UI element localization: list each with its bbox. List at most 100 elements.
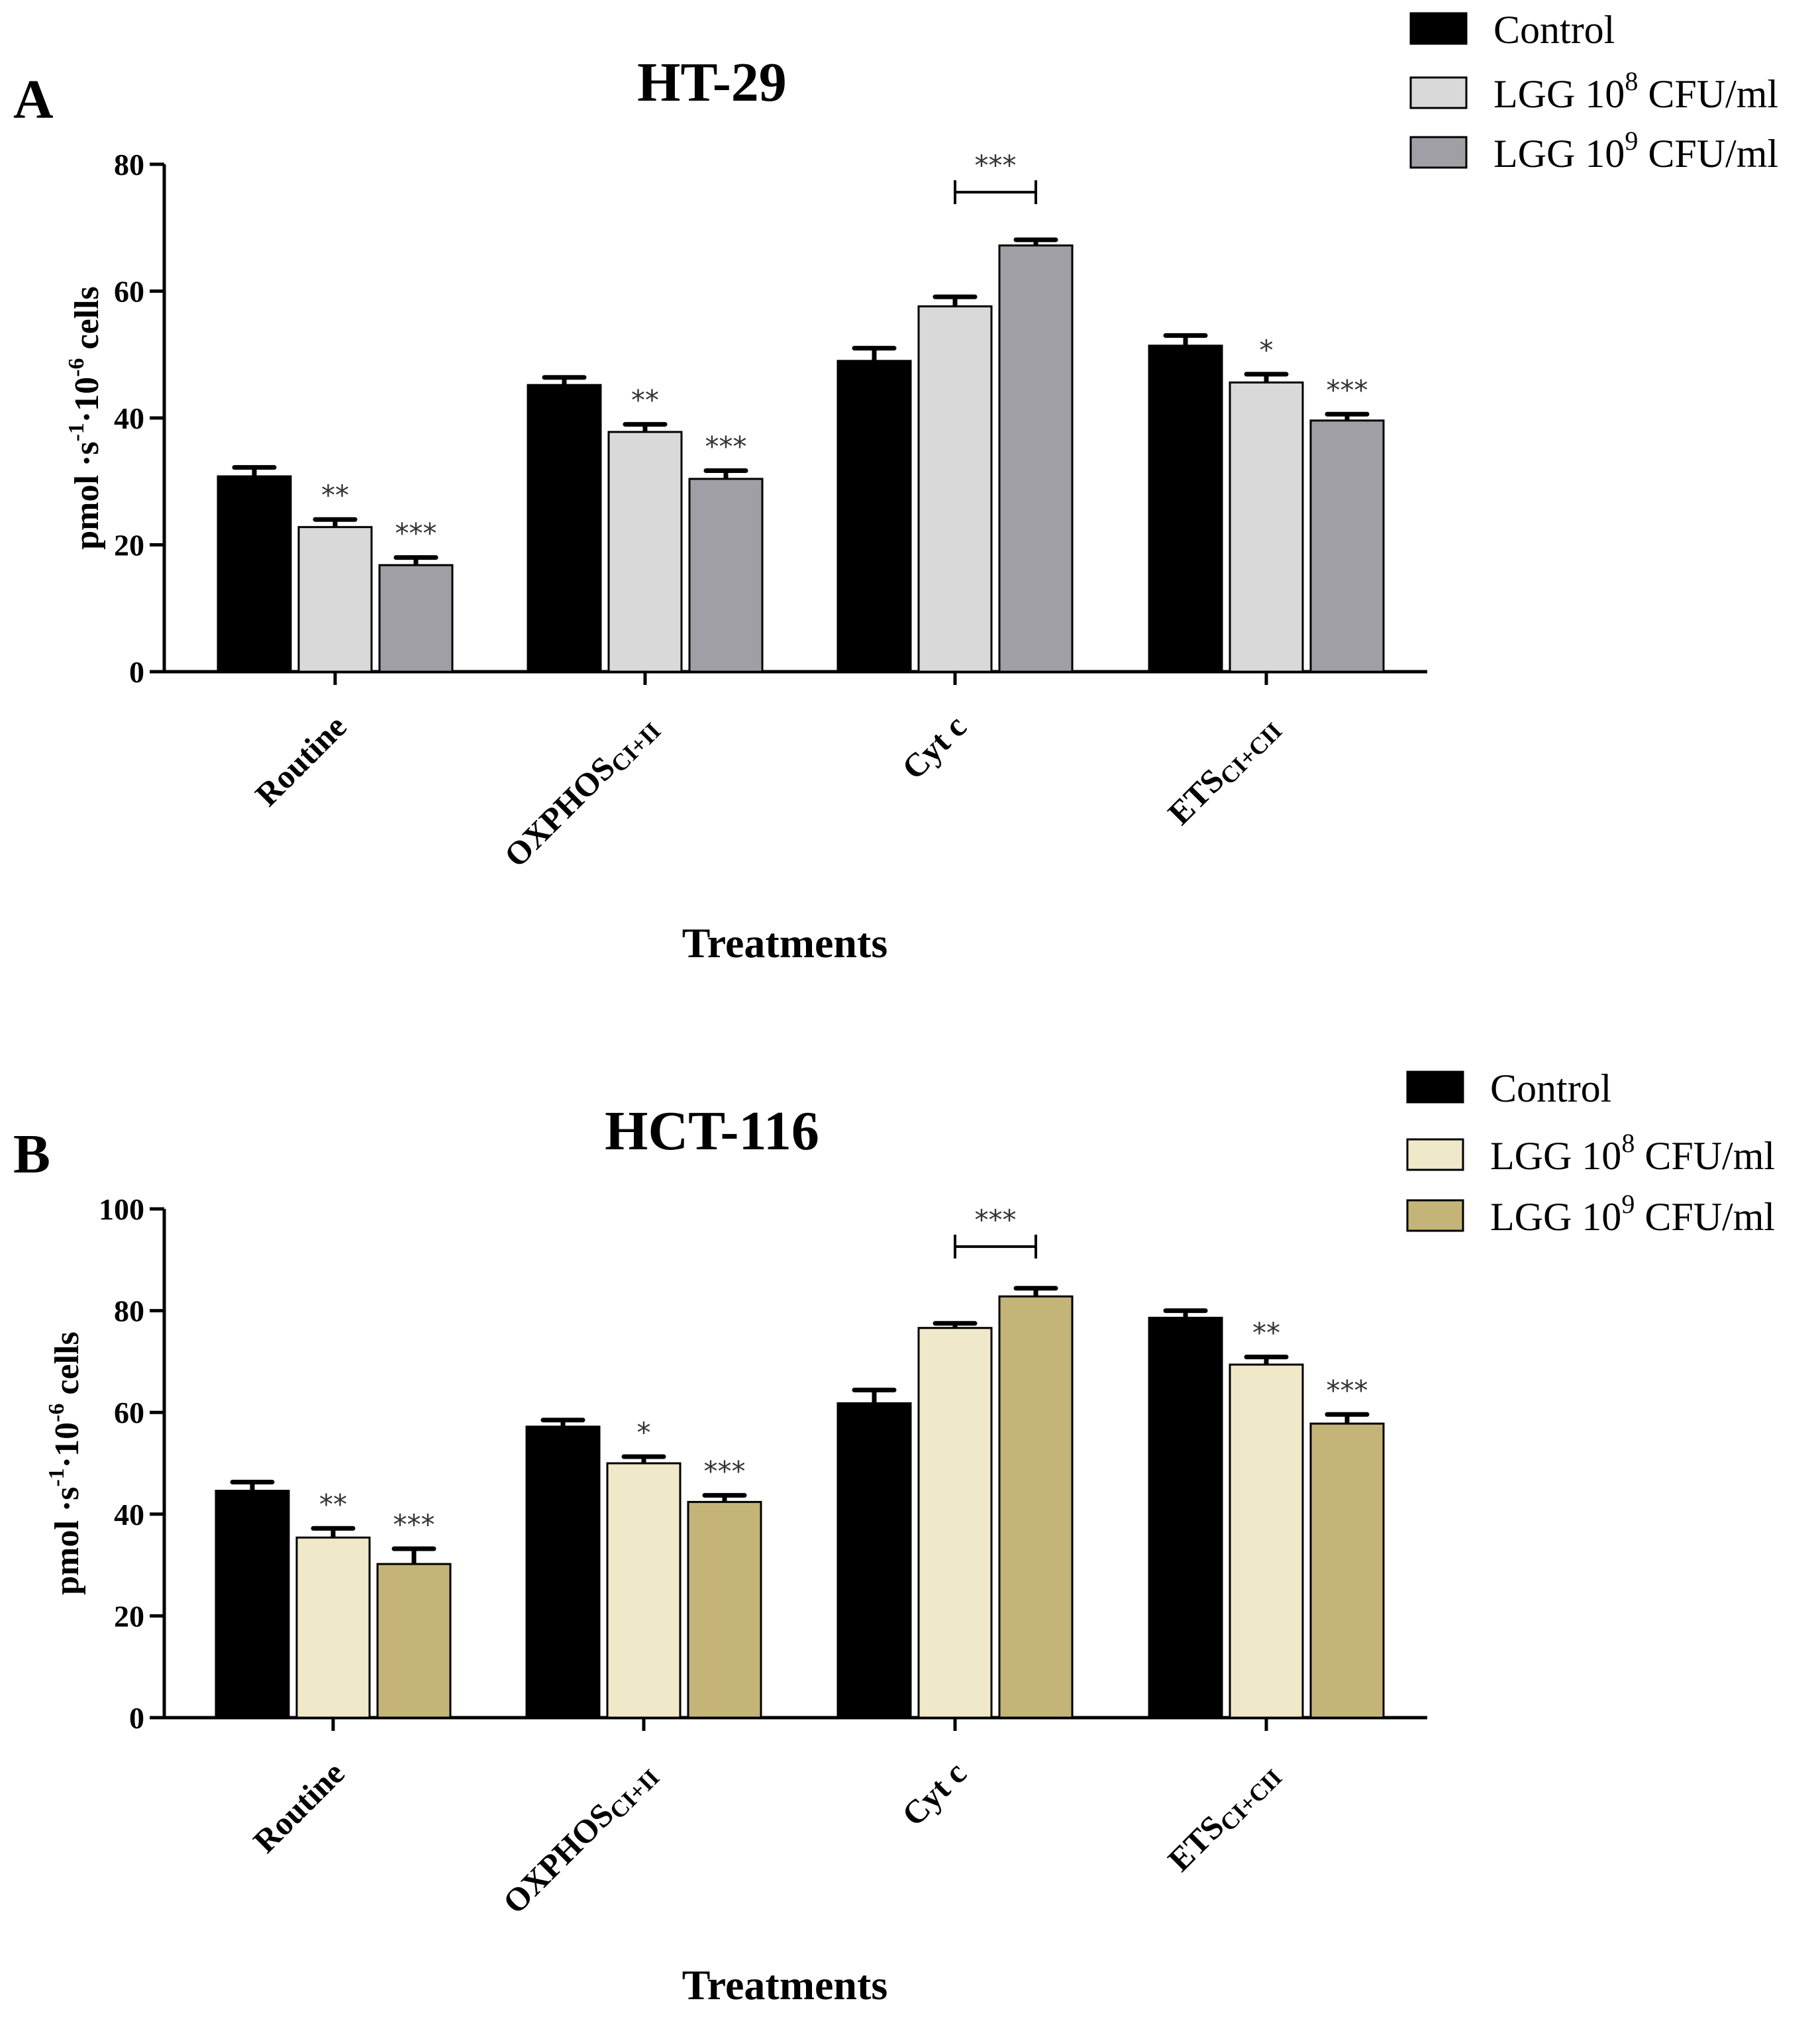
y-label-superscript: -1 bbox=[64, 423, 89, 441]
significance-mark: ** bbox=[631, 384, 659, 417]
bar bbox=[687, 1500, 762, 1719]
category-name: Routine bbox=[246, 1754, 351, 1859]
legend-swatch bbox=[1409, 76, 1468, 109]
category-name: Cyt c bbox=[895, 707, 974, 786]
y-tick-label: 80 bbox=[114, 1294, 144, 1328]
legend-text: Control bbox=[1493, 8, 1615, 52]
x-category-label: OXPHOSCI+II bbox=[495, 1754, 664, 1923]
legend-text: CFU/ml bbox=[1638, 72, 1778, 116]
bar bbox=[998, 244, 1074, 673]
significance-mark: *** bbox=[705, 430, 747, 462]
legend-superscript: 8 bbox=[1621, 1128, 1635, 1158]
bar bbox=[217, 475, 292, 673]
x-category-label: Routine bbox=[246, 1754, 351, 1859]
legend-swatch bbox=[1409, 136, 1468, 169]
bar bbox=[376, 1563, 452, 1719]
y-axis-label: pmol ·s-1·10-6 cells bbox=[64, 286, 106, 550]
legend-text: CFU/ml bbox=[1635, 1134, 1775, 1178]
legend-text: CFU/ml bbox=[1635, 1195, 1775, 1239]
legend-label: Control bbox=[1493, 8, 1615, 52]
bracket-label: *** bbox=[975, 1204, 1017, 1236]
y-tick-label: 60 bbox=[114, 1396, 144, 1429]
y-label-superscript: -1 bbox=[44, 1468, 69, 1486]
category-subscript: CI+CII bbox=[1215, 1764, 1287, 1836]
bar bbox=[836, 360, 912, 673]
chart-title: HCT-116 bbox=[605, 1100, 819, 1162]
legend-label: Control bbox=[1490, 1066, 1611, 1110]
category-subscript: CI+II bbox=[605, 717, 666, 778]
legend-label: LGG 108 CFU/ml bbox=[1490, 1128, 1775, 1178]
bar bbox=[525, 1426, 601, 1719]
y-tick-label: 0 bbox=[129, 655, 144, 689]
bar bbox=[1309, 1422, 1385, 1719]
significance-mark: *** bbox=[1327, 374, 1368, 406]
bar bbox=[215, 1489, 290, 1719]
category-name: OXPHOS bbox=[495, 1796, 621, 1921]
x-axis-label: Treatments bbox=[682, 919, 887, 966]
category-name: OXPHOS bbox=[497, 749, 622, 874]
bar bbox=[297, 526, 373, 673]
bracket-label: *** bbox=[975, 149, 1017, 182]
bar bbox=[295, 1536, 371, 1719]
x-category-label: Cyt c bbox=[895, 1754, 974, 1833]
y-axis-label: pmol ·s-1·10-6 cells bbox=[44, 1331, 86, 1595]
bar bbox=[1229, 381, 1304, 673]
legend-text: Control bbox=[1490, 1066, 1611, 1110]
y-label-text: cells bbox=[68, 286, 106, 358]
bar bbox=[998, 1295, 1074, 1719]
category-name: Cyt c bbox=[895, 1754, 974, 1833]
legend-superscript: 8 bbox=[1625, 66, 1638, 96]
x-category-label: ETSCI+CII bbox=[1160, 707, 1287, 834]
significance-mark: *** bbox=[1327, 1374, 1368, 1406]
x-axis-label: Treatments bbox=[682, 1961, 887, 2008]
significance-mark: *** bbox=[704, 1455, 746, 1487]
x-category-label: Routine bbox=[248, 707, 353, 813]
y-tick-label: 40 bbox=[114, 401, 144, 435]
significance-mark: *** bbox=[393, 1508, 435, 1541]
bar bbox=[378, 564, 454, 673]
y-tick-label: 60 bbox=[114, 275, 144, 309]
bar bbox=[836, 1402, 912, 1719]
significance-mark: * bbox=[1260, 334, 1274, 366]
bar bbox=[1229, 1363, 1304, 1719]
y-tick-label: 80 bbox=[114, 148, 144, 182]
legend-text: CFU/ml bbox=[1638, 132, 1778, 176]
y-label-text: pmol ·s bbox=[68, 442, 106, 550]
y-label-text: ·10 bbox=[68, 377, 106, 423]
x-category-label: ETSCI+CII bbox=[1160, 1754, 1287, 1881]
legend-swatch bbox=[1406, 1199, 1464, 1232]
legend-superscript: 9 bbox=[1625, 126, 1638, 156]
category-name: Routine bbox=[248, 707, 353, 813]
panel-label: A bbox=[13, 69, 54, 130]
significance-mark: ** bbox=[321, 479, 349, 511]
legend-label: LGG 109 CFU/ml bbox=[1490, 1189, 1775, 1239]
legend-swatch bbox=[1409, 12, 1468, 45]
bar bbox=[917, 305, 993, 673]
bar bbox=[1309, 419, 1385, 673]
legend-text: LGG 10 bbox=[1490, 1195, 1621, 1239]
legend-label: LGG 109 CFU/ml bbox=[1493, 126, 1778, 176]
y-label-text: pmol ·s bbox=[48, 1487, 86, 1595]
bar bbox=[1148, 1316, 1223, 1719]
legend-label: LGG 108 CFU/ml bbox=[1493, 66, 1778, 116]
y-tick-label: 100 bbox=[99, 1192, 144, 1226]
bar bbox=[1148, 344, 1223, 673]
y-label-text: cells bbox=[48, 1331, 86, 1403]
bar bbox=[917, 1327, 993, 1719]
significance-mark: *** bbox=[395, 517, 437, 550]
y-label-superscript: -6 bbox=[64, 358, 89, 377]
significance-mark: ** bbox=[319, 1488, 347, 1520]
y-tick-label: 40 bbox=[114, 1498, 144, 1532]
legend-swatch bbox=[1406, 1138, 1464, 1171]
legend-text: LGG 10 bbox=[1493, 72, 1625, 116]
category-subscript: CI+II bbox=[604, 1764, 664, 1824]
legend-text: LGG 10 bbox=[1493, 132, 1625, 176]
legend-text: LGG 10 bbox=[1490, 1134, 1621, 1178]
bar bbox=[607, 431, 683, 673]
category-subscript: CI+CII bbox=[1215, 717, 1287, 790]
y-label-superscript: -6 bbox=[44, 1404, 69, 1422]
legend-swatch bbox=[1406, 1070, 1464, 1104]
chart-panel-b: B HCT-116020406080100**************Routin… bbox=[13, 1066, 1775, 2008]
